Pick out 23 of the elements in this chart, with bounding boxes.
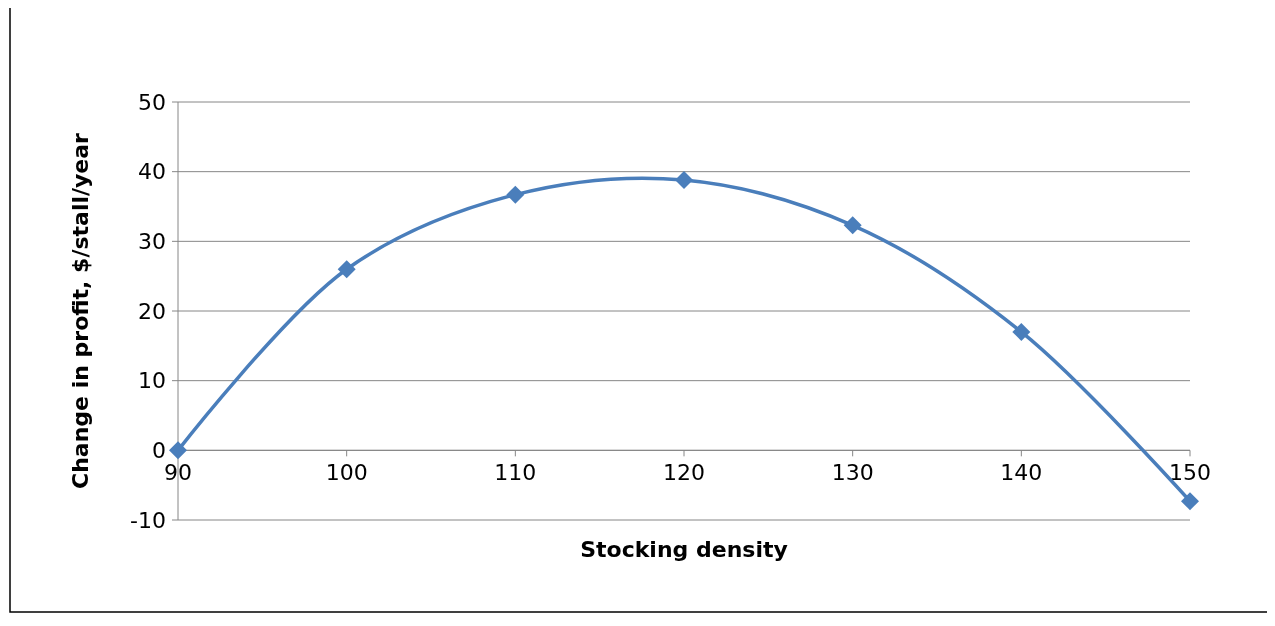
y-tick-label: 30 bbox=[138, 229, 166, 255]
y-tick-label: -10 bbox=[130, 507, 166, 533]
y-tick-label: 40 bbox=[138, 159, 166, 185]
y-axis-title: Change in profit, $/stall/year bbox=[68, 132, 93, 489]
x-tick-label: 100 bbox=[325, 460, 368, 486]
point bbox=[337, 260, 356, 279]
point bbox=[506, 185, 525, 204]
point bbox=[843, 216, 862, 235]
y-tick-label: 10 bbox=[138, 368, 166, 394]
point bbox=[1181, 492, 1199, 511]
x-tick-label: 120 bbox=[663, 460, 705, 486]
y-tick-label: 0 bbox=[152, 438, 166, 464]
x-tick-label: 90 bbox=[164, 460, 192, 486]
x-axis-title: Stocking density bbox=[580, 537, 788, 562]
y-tick-label: 50 bbox=[138, 89, 166, 115]
x-tick-label: 130 bbox=[831, 460, 874, 486]
point bbox=[1012, 322, 1031, 341]
point bbox=[169, 441, 187, 460]
x-tick-label: 140 bbox=[1000, 460, 1043, 486]
point bbox=[675, 171, 693, 190]
x-tick-label: 150 bbox=[1169, 460, 1211, 486]
x-tick-label: 110 bbox=[494, 460, 537, 486]
y-tick-label: 20 bbox=[138, 298, 166, 324]
